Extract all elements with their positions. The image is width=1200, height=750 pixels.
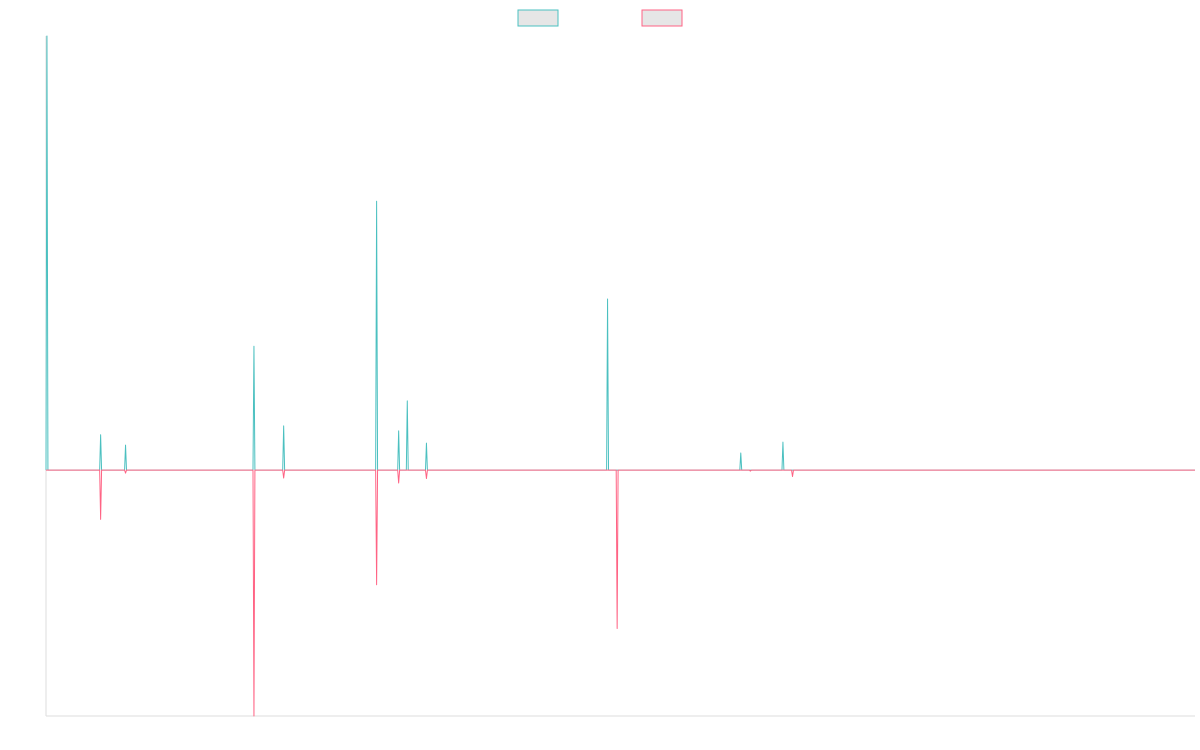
series-layer: [45, 35, 1195, 717]
legend: [517, 9, 683, 27]
series-line-2: [46, 469, 1195, 717]
series-line-1: [45, 35, 1195, 471]
legend-swatch-2[interactable]: [641, 9, 683, 27]
axes: [45, 36, 1195, 717]
legend-swatch-1[interactable]: [517, 9, 559, 27]
